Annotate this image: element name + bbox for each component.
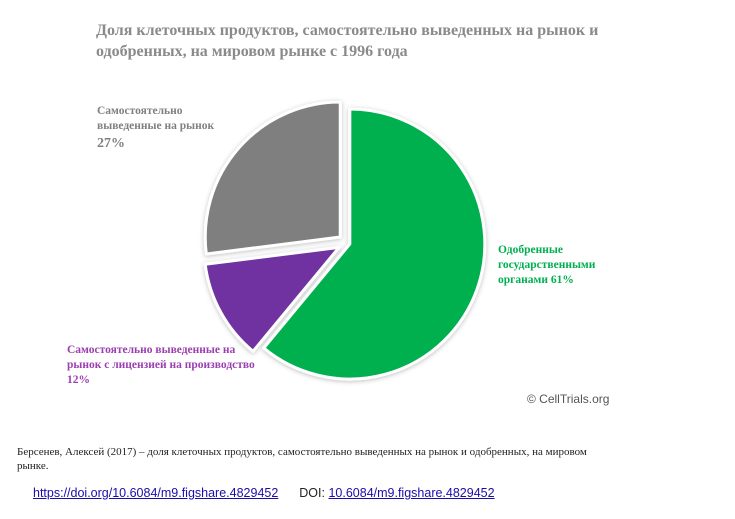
slice-label-self-marketed-text: Самостоятельно выведенные на рынок (97, 105, 215, 132)
pie-slice-self-marketed (203, 100, 342, 256)
pie-chart (203, 100, 487, 381)
slice-label-self-marketed-pct: 27% (97, 136, 125, 151)
caption: Берсенев, Алексей (2017) – доля клеточны… (17, 446, 587, 472)
doi-label: DOI: (299, 486, 325, 500)
chart-title: Доля клеточных продуктов, самостоятельно… (96, 22, 599, 60)
slice-label-approved: Одобренные государственными органами 61% (498, 244, 596, 286)
figshare-link[interactable]: https://doi.org/10.6084/m9.figshare.4829… (33, 486, 279, 500)
slice-label-self-marketed: Самостоятельно выведенные на рынок 27% (97, 104, 237, 154)
slice-label-licensed: Самостоятельно выведенные на рынок с лиц… (67, 344, 255, 386)
links-row: https://doi.org/10.6084/m9.figshare.4829… (33, 486, 495, 500)
watermark: © CellTrials.org (527, 392, 610, 406)
pie-slice-approved (262, 107, 487, 381)
doi-link[interactable]: 10.6084/m9.figshare.4829452 (328, 486, 495, 500)
pie-slice-licensed (203, 245, 341, 353)
